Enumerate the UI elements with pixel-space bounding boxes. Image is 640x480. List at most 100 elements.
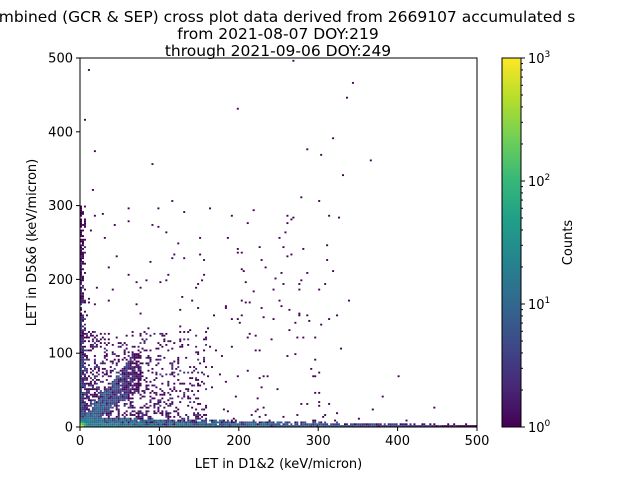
histogram-cell	[80, 377, 82, 380]
histogram-cell	[328, 403, 331, 405]
histogram-cell	[80, 224, 82, 226]
histogram-cell	[125, 421, 128, 424]
histogram-cell	[139, 351, 142, 354]
histogram-cell	[371, 425, 374, 427]
histogram-cell	[123, 397, 126, 400]
histogram-cell	[93, 414, 96, 416]
histogram-cell	[149, 419, 152, 422]
histogram-cell	[211, 366, 213, 368]
histogram-cell	[230, 421, 233, 424]
histogram-cell	[137, 356, 140, 359]
histogram-cell	[121, 369, 124, 372]
histogram-cell	[129, 380, 132, 383]
histogram-cell	[357, 425, 360, 427]
histogram-cell	[147, 369, 150, 372]
histogram-cell	[119, 395, 122, 398]
histogram-cell	[169, 340, 172, 343]
histogram-cell	[80, 338, 82, 341]
histogram-cell	[81, 373, 84, 376]
histogram-cell	[143, 421, 146, 424]
histogram-cell	[143, 349, 146, 352]
histogram-cell	[137, 421, 140, 424]
histogram-cell	[314, 423, 317, 426]
histogram-cell	[81, 342, 84, 344]
histogram-cell	[111, 421, 114, 424]
histogram-cell	[336, 423, 339, 426]
histogram-cell	[191, 384, 194, 387]
histogram-cell	[147, 355, 150, 357]
histogram-cell	[95, 404, 98, 407]
histogram-cell	[141, 421, 144, 424]
histogram-cell	[117, 397, 120, 400]
histogram-cell	[159, 373, 162, 376]
histogram-cell	[109, 399, 112, 402]
histogram-cell	[81, 349, 84, 352]
histogram-cell	[99, 391, 102, 394]
histogram-cell	[129, 403, 132, 405]
histogram-cell	[95, 390, 98, 392]
histogram-cell	[171, 371, 174, 374]
histogram-cell	[80, 360, 82, 363]
histogram-cell	[81, 345, 84, 348]
histogram-cell	[80, 222, 82, 225]
histogram-cell	[141, 406, 144, 409]
histogram-cell	[179, 331, 182, 333]
histogram-cell	[115, 362, 118, 365]
histogram-cell	[141, 415, 144, 418]
histogram-cell	[103, 403, 106, 405]
histogram-cell	[115, 380, 118, 383]
histogram-cell	[80, 290, 82, 293]
histogram-cell	[405, 423, 408, 426]
histogram-cell	[157, 425, 160, 427]
histogram-cell	[103, 399, 106, 402]
histogram-cell	[199, 236, 202, 239]
histogram-cell	[149, 356, 152, 359]
histogram-cell	[141, 390, 144, 392]
histogram-cell	[85, 419, 88, 422]
histogram-cell	[209, 345, 212, 348]
histogram-cell	[306, 425, 309, 427]
histogram-cell	[177, 419, 180, 422]
histogram-cell	[97, 406, 100, 409]
histogram-cell	[262, 423, 265, 426]
histogram-cell	[119, 391, 122, 394]
histogram-cell	[99, 403, 102, 405]
histogram-cell	[199, 384, 202, 387]
colorbar	[502, 58, 521, 427]
histogram-cell	[119, 397, 122, 400]
histogram-cell	[155, 377, 158, 380]
histogram-cell	[99, 380, 102, 383]
histogram-cell	[81, 299, 84, 302]
histogram-cell	[83, 220, 86, 223]
histogram-cell	[314, 425, 317, 427]
histogram-cell	[137, 345, 140, 348]
histogram-cell	[143, 342, 146, 344]
histogram-cell	[187, 390, 190, 392]
histogram-cell	[80, 421, 82, 424]
histogram-cell	[353, 425, 356, 427]
histogram-cell	[205, 366, 208, 368]
histogram-cell	[159, 425, 162, 427]
histogram-cell	[101, 403, 104, 405]
histogram-cell	[405, 425, 408, 427]
histogram-cell	[123, 349, 126, 352]
histogram-cell	[252, 421, 255, 424]
histogram-cell	[93, 423, 96, 426]
histogram-cell	[264, 425, 267, 427]
histogram-cell	[89, 423, 92, 426]
histogram-cell	[133, 384, 136, 387]
histogram-cell	[361, 425, 364, 427]
histogram-cell	[107, 375, 110, 378]
histogram-cell	[105, 393, 108, 396]
histogram-cell	[185, 423, 188, 426]
histogram-cell	[80, 425, 82, 427]
histogram-cell	[103, 395, 106, 398]
histogram-cell	[103, 332, 106, 335]
histogram-cell	[151, 384, 154, 387]
histogram-cell	[111, 397, 114, 400]
histogram-cell	[135, 377, 138, 380]
histogram-cell	[83, 377, 86, 380]
histogram-cell	[300, 279, 303, 282]
histogram-cell	[127, 367, 130, 370]
histogram-cell	[103, 393, 106, 396]
